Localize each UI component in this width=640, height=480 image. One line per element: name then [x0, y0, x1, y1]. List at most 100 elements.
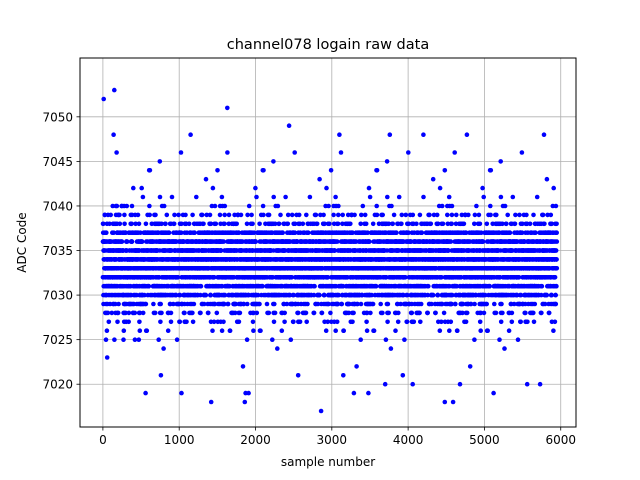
data-point — [146, 283, 152, 289]
data-point — [221, 319, 226, 325]
data-point — [271, 159, 276, 164]
data-point — [102, 212, 108, 218]
data-point — [285, 212, 291, 218]
data-point — [402, 337, 407, 343]
data-point — [250, 221, 255, 227]
data-point — [331, 212, 336, 218]
data-point — [106, 319, 112, 325]
data-point — [214, 310, 220, 316]
data-point — [275, 203, 281, 209]
data-point — [210, 328, 215, 334]
data-point — [142, 292, 147, 298]
data-point — [121, 328, 127, 334]
data-point — [129, 239, 135, 244]
data-point — [249, 212, 254, 218]
data-point — [409, 310, 415, 316]
data-point — [131, 185, 136, 191]
data-point — [237, 310, 243, 316]
data-point — [254, 194, 259, 200]
data-point — [419, 230, 425, 235]
data-point — [115, 310, 121, 316]
data-point — [425, 310, 431, 316]
data-point — [168, 310, 174, 316]
data-point — [236, 319, 242, 325]
data-point — [217, 212, 223, 218]
data-point — [171, 301, 176, 307]
data-point — [396, 194, 402, 200]
data-point — [313, 212, 319, 218]
data-point — [201, 221, 206, 227]
data-point — [126, 319, 131, 325]
data-point — [446, 194, 452, 200]
data-point — [103, 337, 109, 343]
data-point — [283, 194, 288, 200]
data-point — [260, 203, 266, 209]
data-point — [271, 319, 277, 325]
data-point — [449, 212, 455, 218]
data-point — [399, 221, 404, 227]
data-point — [333, 194, 338, 200]
data-point — [440, 221, 446, 227]
data-point — [383, 337, 389, 343]
data-point — [207, 212, 213, 218]
data-point — [385, 301, 391, 307]
data-point — [222, 203, 228, 209]
data-point — [177, 319, 183, 325]
data-point — [448, 319, 454, 325]
data-point — [182, 310, 187, 316]
data-point — [246, 203, 252, 209]
data-point — [143, 301, 149, 307]
data-point — [439, 203, 445, 209]
data-point — [115, 319, 120, 325]
data-point — [119, 239, 125, 244]
data-point — [373, 283, 379, 289]
data-point — [317, 176, 322, 182]
data-point — [270, 337, 275, 343]
data-point — [253, 239, 259, 244]
data-point — [178, 150, 184, 155]
data-point — [364, 319, 369, 325]
data-point — [411, 319, 417, 325]
data-point — [124, 203, 130, 209]
data-point — [437, 328, 443, 334]
data-point — [478, 328, 484, 334]
data-point — [107, 221, 112, 227]
data-point — [257, 221, 262, 227]
data-point — [104, 328, 110, 334]
data-point — [395, 319, 401, 325]
data-point — [472, 301, 477, 307]
data-point — [159, 221, 164, 227]
data-point — [434, 212, 440, 218]
data-point — [227, 328, 233, 334]
data-point — [370, 221, 376, 227]
data-point — [441, 310, 447, 316]
data-point — [210, 185, 216, 191]
data-point — [406, 150, 411, 155]
data-point — [282, 319, 287, 325]
data-point — [163, 221, 168, 227]
data-point — [340, 212, 346, 218]
data-point — [251, 328, 256, 334]
data-point — [326, 203, 331, 209]
data-point — [291, 319, 296, 325]
data-point — [276, 221, 282, 227]
data-point — [198, 310, 203, 316]
data-point — [296, 212, 302, 218]
data-point — [466, 212, 471, 218]
data-point — [254, 310, 260, 316]
data-point — [279, 328, 285, 334]
data-point — [374, 168, 380, 173]
data-point — [417, 310, 422, 316]
data-point — [474, 203, 479, 209]
data-point — [442, 168, 448, 173]
data-point — [126, 310, 132, 316]
data-point — [157, 194, 163, 200]
data-point — [190, 310, 195, 316]
data-point — [123, 310, 128, 316]
data-point — [354, 364, 359, 369]
data-point — [166, 230, 172, 235]
data-point — [175, 275, 181, 280]
data-point — [461, 221, 467, 227]
data-point — [244, 337, 250, 343]
